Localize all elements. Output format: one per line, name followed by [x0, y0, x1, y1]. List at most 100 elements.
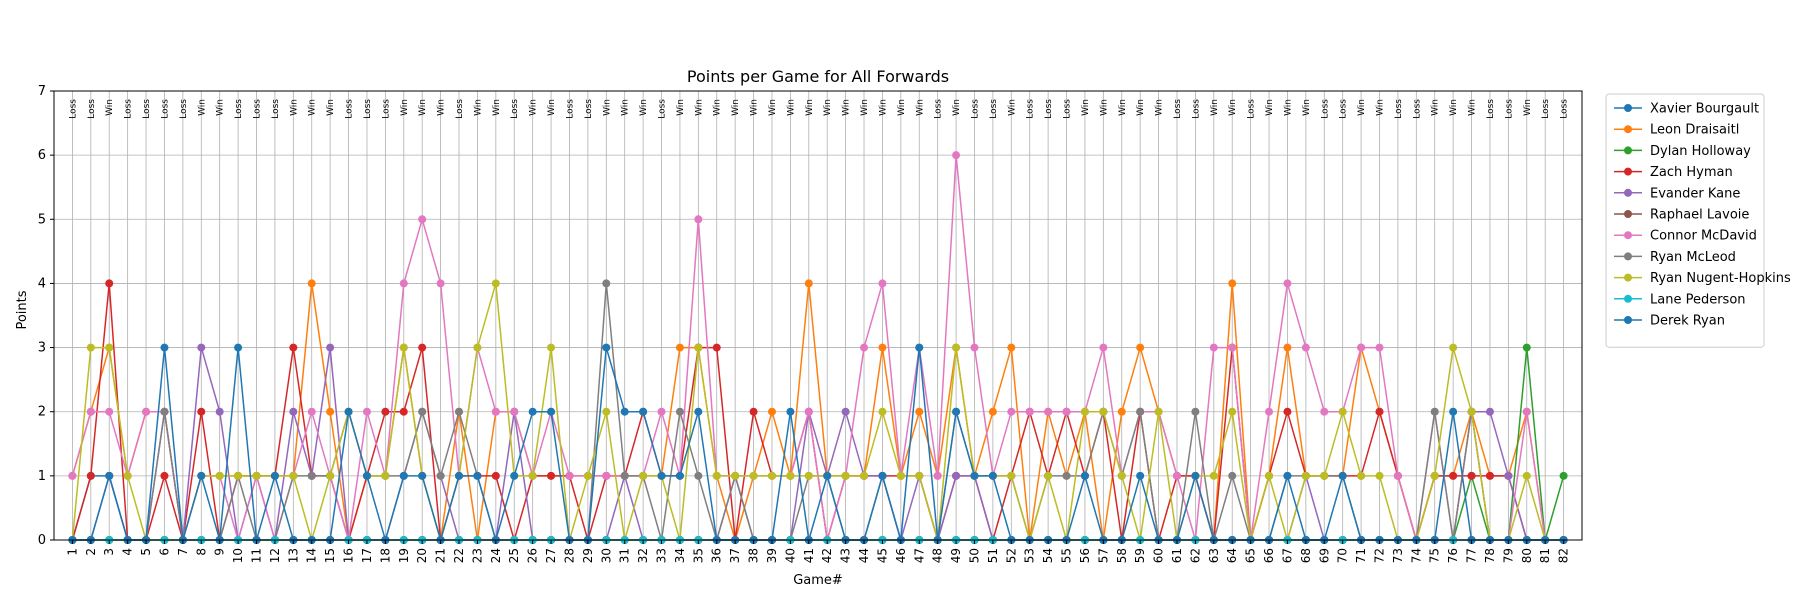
data-point — [1044, 471, 1053, 480]
x-tick-label: 82 — [1557, 548, 1571, 563]
game-result-label: Loss — [142, 99, 152, 119]
x-tick-label: 24 — [489, 548, 503, 563]
data-point — [712, 471, 721, 480]
legend-label: Leon Draisaitl — [1650, 123, 1739, 138]
data-point — [694, 343, 703, 352]
data-point — [123, 471, 132, 480]
data-point — [1467, 471, 1476, 480]
game-result-label: Win — [878, 99, 888, 116]
y-tick-label: 6 — [38, 148, 46, 163]
data-point — [142, 407, 151, 416]
data-point — [1228, 343, 1237, 352]
data-point — [749, 471, 758, 480]
data-point — [68, 471, 77, 480]
data-point — [1007, 343, 1016, 352]
data-point — [1191, 407, 1200, 416]
x-tick-label: 49 — [949, 548, 963, 563]
x-tick-label: 33 — [655, 548, 669, 563]
data-point — [491, 471, 500, 480]
legend-marker — [1624, 125, 1632, 134]
x-axis-label: Game# — [793, 573, 843, 588]
data-point — [307, 279, 316, 288]
data-point — [694, 407, 703, 416]
game-result-label: Win — [492, 99, 502, 116]
game-result-label: Win — [915, 99, 925, 116]
game-result-label: Win — [786, 99, 796, 116]
data-point — [344, 407, 353, 416]
data-point — [1375, 343, 1384, 352]
game-result-label: Loss — [1063, 99, 1073, 119]
x-tick-label: 72 — [1372, 548, 1386, 563]
x-tick-label: 14 — [305, 548, 319, 563]
data-point — [528, 407, 537, 416]
data-point — [362, 407, 371, 416]
x-tick-label: 55 — [1060, 548, 1074, 563]
data-point — [105, 343, 114, 352]
data-point — [547, 471, 556, 480]
x-tick-label: 40 — [783, 548, 797, 563]
data-point — [1172, 471, 1181, 480]
x-tick-label: 13 — [286, 548, 300, 563]
data-point — [620, 407, 629, 416]
data-point — [418, 407, 427, 416]
game-result-label: Loss — [455, 99, 465, 119]
legend-marker — [1624, 188, 1632, 197]
data-point — [675, 471, 684, 480]
x-tick-label: 73 — [1391, 548, 1405, 563]
x-tick-label: 18 — [378, 548, 392, 563]
game-result-label: Loss — [658, 99, 668, 119]
data-point — [105, 407, 114, 416]
data-point — [252, 471, 261, 480]
game-result-label: Win — [1210, 99, 1220, 116]
data-point — [602, 471, 611, 480]
series-line — [71, 283, 1564, 543]
game-result-label: Loss — [584, 99, 594, 119]
legend-label: Zach Hyman — [1650, 165, 1733, 180]
data-point — [86, 471, 95, 480]
data-point — [565, 471, 574, 480]
game-result-label: Loss — [271, 99, 281, 119]
game-result-label: Win — [1099, 99, 1109, 116]
data-point — [381, 407, 390, 416]
data-point — [1099, 343, 1108, 352]
data-point — [1467, 407, 1476, 416]
x-tick-label: 80 — [1520, 548, 1534, 563]
x-tick-label: 58 — [1115, 548, 1129, 563]
game-result-label: Win — [197, 99, 207, 116]
game-result-label: Win — [105, 99, 115, 116]
legend-marker — [1624, 210, 1632, 218]
data-point — [326, 343, 335, 352]
game-result-label: Win — [860, 99, 870, 116]
game-result-label: Loss — [1412, 99, 1422, 119]
data-point — [1080, 407, 1089, 416]
data-point — [160, 471, 169, 480]
data-point — [1522, 343, 1531, 352]
data-point — [1522, 471, 1531, 480]
game-result-label: Loss — [1191, 99, 1201, 119]
legend-frame — [1605, 93, 1765, 348]
data-point — [491, 279, 500, 288]
x-tick-label: 37 — [728, 548, 742, 563]
game-result-label: Loss — [989, 99, 999, 119]
data-point — [473, 471, 482, 480]
x-tick-label: 21 — [434, 548, 448, 563]
legend-label: Raphael Lavoie — [1650, 208, 1749, 223]
data-point — [823, 471, 832, 480]
x-tick-label: 67 — [1280, 548, 1294, 563]
game-result-label: Loss — [1504, 99, 1514, 119]
data-point — [473, 343, 482, 352]
data-point — [1209, 343, 1218, 352]
data-point — [639, 471, 648, 480]
x-tick-label: 64 — [1225, 548, 1239, 563]
game-result-label: Win — [842, 99, 852, 116]
data-point — [1283, 407, 1292, 416]
data-point — [547, 343, 556, 352]
x-tick-label: 48 — [931, 548, 945, 563]
x-tick-label: 65 — [1244, 548, 1258, 563]
legend-marker — [1624, 231, 1632, 240]
y-tick-label: 3 — [38, 341, 46, 356]
data-point — [602, 279, 611, 288]
x-tick-label: 52 — [1004, 548, 1018, 563]
x-tick-label: 12 — [268, 548, 282, 563]
x-tick-label: 60 — [1152, 548, 1166, 563]
